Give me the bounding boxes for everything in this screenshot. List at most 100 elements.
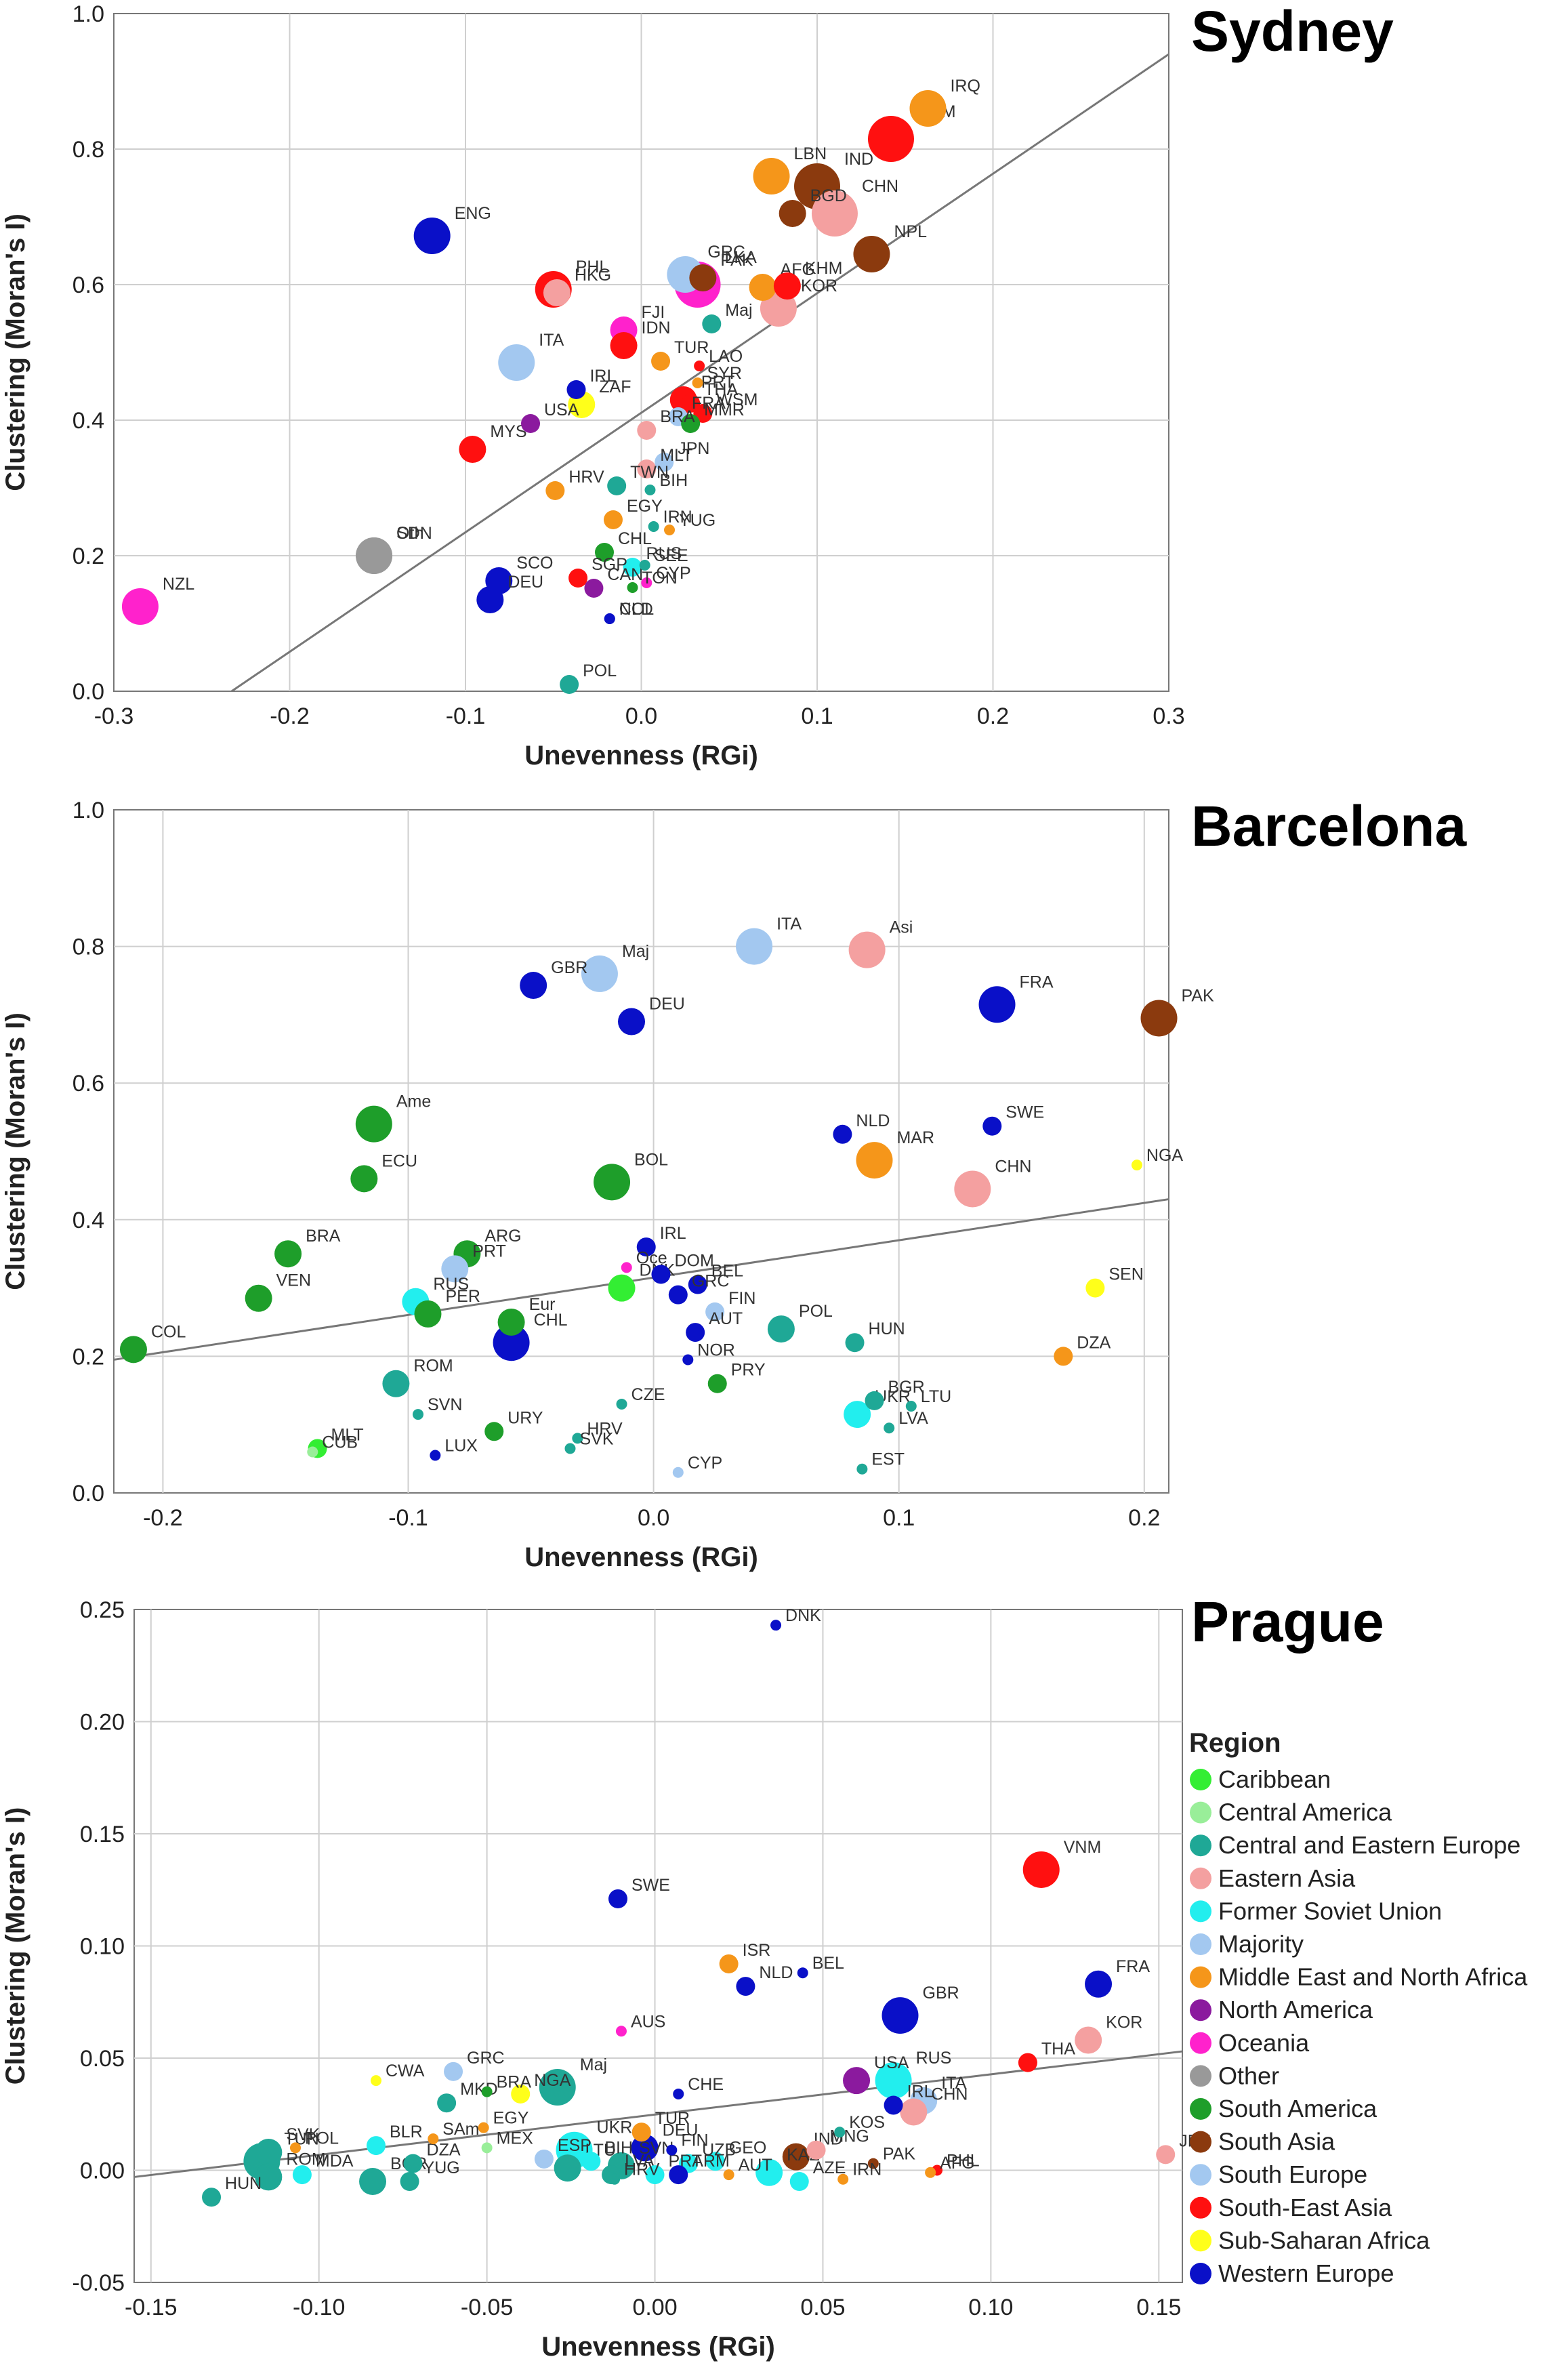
data-point: [637, 459, 657, 478]
data-point: [119, 1336, 147, 1363]
point-label: CUB: [322, 1433, 358, 1452]
point-label: PRT: [701, 373, 735, 392]
data-point: [672, 1466, 684, 1478]
trendline: [231, 53, 1169, 693]
data-point: [639, 560, 650, 571]
y-tick-label: 0.0: [72, 679, 104, 705]
data-point: [581, 2152, 601, 2171]
data-point: [681, 414, 701, 433]
point-label: KOR: [1106, 2013, 1142, 2032]
point-label: NGA: [534, 2071, 571, 2090]
legend-label: Sub-Saharan Africa: [1218, 2226, 1430, 2254]
panel-title: Prague: [1191, 1590, 1384, 1654]
x-axis-title: Unevenness (RGi): [541, 2332, 775, 2362]
point-label: POL: [305, 2129, 339, 2148]
point-label: IRN: [852, 2160, 882, 2179]
data-point: [843, 2067, 871, 2095]
data-point: [610, 332, 638, 359]
data-point: [608, 1889, 627, 1908]
legend-label: Western Europe: [1218, 2259, 1394, 2287]
data-point: [412, 1409, 423, 1420]
point-label: MLT: [660, 446, 692, 465]
x-tick-label: -0.1: [388, 1505, 428, 1531]
x-tick-label: 0.3: [1153, 703, 1184, 729]
data-point: [789, 2172, 809, 2192]
legend-swatch: [1190, 2196, 1211, 2219]
data-point: [686, 1323, 705, 1342]
point-label: LAO: [709, 347, 743, 366]
point-label: AUT: [739, 2156, 772, 2175]
y-tick-label: 0.05: [80, 2046, 125, 2072]
data-point: [755, 2158, 783, 2186]
data-point: [359, 2168, 387, 2196]
point-label: PHL: [947, 2152, 980, 2171]
point-label: THA: [1041, 2040, 1075, 2059]
data-point: [688, 1275, 707, 1294]
data-point: [900, 2098, 928, 2126]
point-label: TWN: [630, 463, 669, 482]
data-point: [481, 2086, 493, 2097]
region-legend: Region Caribbean Central America Central an…: [1189, 1728, 1528, 2287]
legend-label: Majority: [1218, 1930, 1304, 1958]
point-label: NGA: [1146, 1146, 1184, 1165]
y-tick-label: 1.0: [72, 798, 104, 823]
y-axis-title: Clustering (Moran's I): [1, 1807, 30, 2085]
data-point: [848, 931, 886, 968]
data-point: [414, 1300, 442, 1328]
point-label: POL: [799, 1302, 833, 1321]
point-label: DNK: [785, 1606, 821, 1625]
data-point: [290, 2142, 301, 2154]
data-point: [545, 481, 565, 500]
legend-label: Oceania: [1218, 2029, 1310, 2057]
point-label: EGY: [493, 2109, 529, 2128]
data-point: [568, 569, 588, 588]
point-label: TUR: [674, 338, 709, 357]
point-label: AUT: [709, 1309, 743, 1328]
point-label: GRC: [692, 1272, 730, 1291]
data-point: [413, 218, 451, 254]
x-tick-label: -0.3: [94, 703, 134, 729]
data-point: [1085, 1970, 1113, 1998]
legend-label: South-East Asia: [1218, 2194, 1392, 2221]
data-point: [594, 1164, 631, 1201]
point-label: MLT: [331, 1425, 364, 1444]
point-label: MMR: [704, 401, 745, 419]
legend-swatch: [1190, 1801, 1211, 1824]
x-tick-label: 0.2: [1128, 1505, 1160, 1531]
data-point: [884, 1422, 895, 1434]
point-label: DZA: [1077, 1333, 1111, 1352]
legend-label: Central America: [1218, 1799, 1392, 1826]
data-point: [367, 2136, 386, 2156]
point-label: DOM: [674, 1251, 713, 1270]
y-tick-label: 0.25: [80, 1597, 125, 1623]
x-tick-label: 0.00: [632, 2295, 677, 2320]
point-label: MDA: [316, 2152, 354, 2171]
data-point: [1156, 2145, 1176, 2164]
data-point: [616, 1398, 627, 1410]
x-tick-label: 0.05: [800, 2295, 845, 2320]
x-tick-label: -0.15: [125, 2295, 178, 2320]
point-label: CHL: [618, 529, 652, 548]
data-point: [572, 1433, 583, 1444]
x-tick-label: -0.2: [143, 1505, 183, 1531]
point-label: IND: [844, 150, 873, 169]
data-point: [356, 537, 393, 574]
point-label: BGR: [888, 1378, 924, 1397]
point-label: YUG: [423, 2158, 460, 2177]
legend-swatch: [1190, 2263, 1211, 2284]
data-point: [521, 414, 541, 433]
data-point: [692, 377, 703, 388]
point-label: ENG: [455, 204, 491, 223]
point-label: FRA: [692, 394, 726, 413]
point-label: COL: [151, 1322, 186, 1341]
point-label: ISR: [743, 1941, 771, 1960]
data-point: [811, 190, 858, 237]
data-point: [608, 1274, 636, 1302]
y-tick-label: 0.6: [72, 1071, 104, 1096]
point-label: HKG: [575, 266, 611, 285]
data-point: [1075, 2026, 1102, 2054]
data-point: [566, 380, 586, 399]
x-tick-label: 0.10: [968, 2295, 1013, 2320]
legend-label: Caribbean: [1218, 1765, 1331, 1793]
data-point: [845, 1333, 865, 1353]
